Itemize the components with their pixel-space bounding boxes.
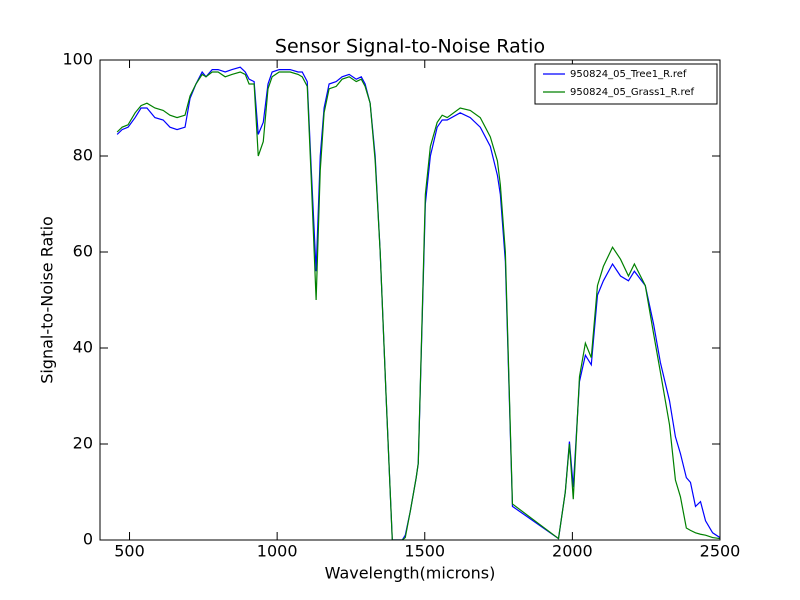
y-axis-label: Signal-to-Noise Ratio — [38, 216, 57, 384]
x-tick-label: 2000 — [552, 542, 593, 561]
legend-box — [534, 63, 718, 105]
legend-label: 950824_05_Grass1_R.ref — [570, 87, 694, 98]
x-axis-label: Wavelength(microns) — [325, 564, 496, 583]
x-tick-label: 1000 — [257, 542, 298, 561]
plot-lines — [116, 66, 720, 540]
chart-title: Sensor Signal-to-Noise Ratio — [275, 36, 545, 58]
y-tick-label: 20 — [73, 434, 93, 453]
x-tick-label: 2500 — [700, 542, 741, 561]
x-tick-label: 1500 — [404, 542, 445, 561]
series-line — [116, 71, 720, 540]
legend-label: 950824_05_Tree1_R.ref — [570, 69, 687, 80]
y-tick-label: 0 — [83, 530, 93, 549]
y-tick-label: 60 — [73, 242, 93, 261]
plot-frame — [99, 59, 721, 541]
x-tick-label: 500 — [114, 542, 145, 561]
y-tick-label: 40 — [73, 338, 93, 357]
y-tick-label: 80 — [73, 146, 93, 165]
y-tick-label: 100 — [62, 50, 93, 69]
